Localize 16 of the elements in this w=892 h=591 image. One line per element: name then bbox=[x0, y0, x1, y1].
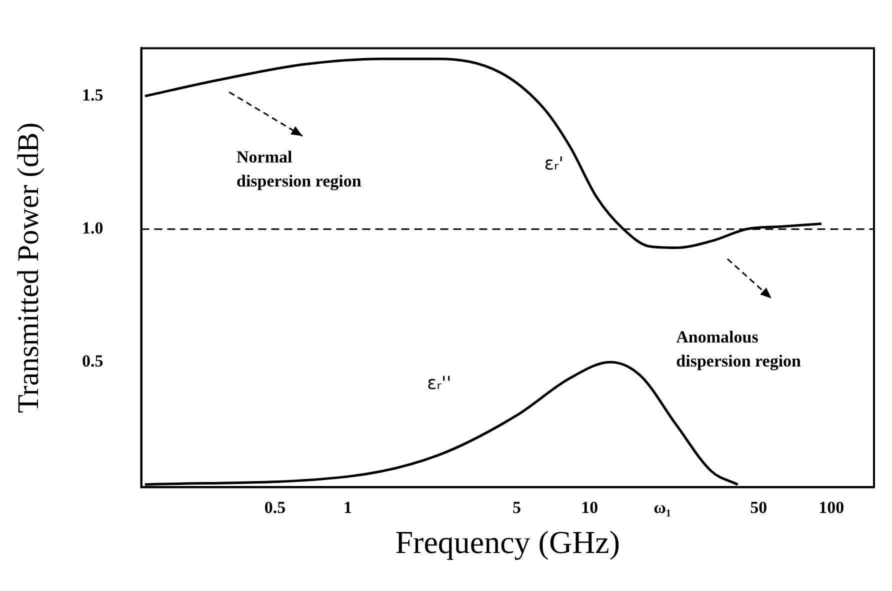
x-tick-label: 10 bbox=[581, 498, 598, 517]
x-tick-label: 50 bbox=[750, 498, 768, 517]
series-label: εᵣ' bbox=[544, 153, 564, 174]
text: εᵣ'' bbox=[427, 372, 452, 394]
x-tick-label: ω₁ bbox=[654, 498, 672, 517]
y-axis-title: Transmitted Power (dB) bbox=[12, 122, 45, 413]
x-tick-label: 5 bbox=[512, 498, 522, 517]
annotation: Normal dispersion region bbox=[236, 147, 362, 190]
x-axis-title: Frequency (GHz) bbox=[395, 524, 620, 560]
x-tick-label: 0.5 bbox=[264, 498, 286, 517]
y-tick-label: 0.5 bbox=[82, 352, 104, 371]
x-tick-label: 100 bbox=[818, 498, 844, 517]
y-tick-label: 1.0 bbox=[82, 218, 104, 238]
x-tick-label: 1 bbox=[343, 498, 352, 517]
annotation: Anomalous dispersion region bbox=[676, 327, 802, 370]
y-tick-label: 1.5 bbox=[82, 85, 104, 104]
